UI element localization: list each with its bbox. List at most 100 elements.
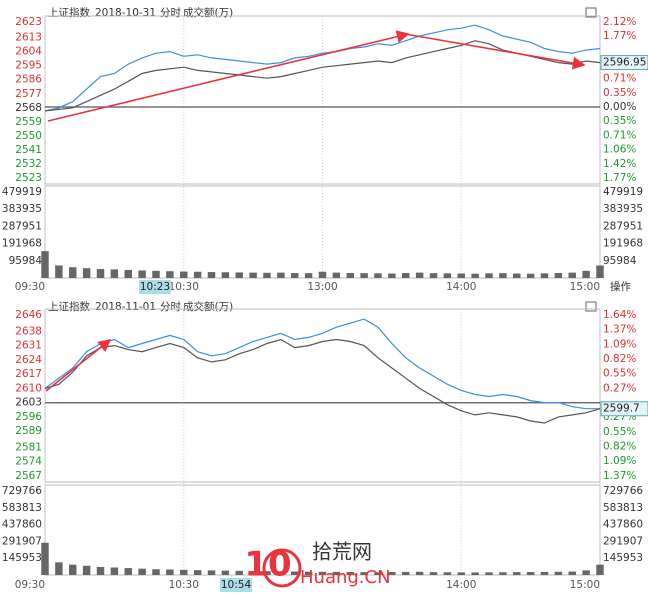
y2-tick-label: 0.35% xyxy=(603,87,636,99)
volume-bar xyxy=(457,273,465,278)
y2-tick-label: 1.09% xyxy=(603,455,636,467)
volume-bar xyxy=(526,273,535,278)
volume-bar xyxy=(318,571,327,575)
action-button[interactable]: 操作 xyxy=(610,280,631,293)
y2-tick-label: 1.37% xyxy=(603,470,636,482)
volume-bar xyxy=(221,272,230,278)
volume-bar xyxy=(180,569,188,575)
volume-bar xyxy=(221,570,230,575)
volume-bar xyxy=(485,273,493,278)
volume-bar xyxy=(332,571,341,575)
y-tick-label: 2638 xyxy=(15,325,42,337)
volume-label: 成交额(万) xyxy=(183,6,233,19)
volume-bar xyxy=(429,273,438,278)
volume-bar xyxy=(41,251,49,278)
y2-tick-label: 0.71% xyxy=(603,129,636,141)
volume-tick-label-right: 95984 xyxy=(603,255,637,267)
volume-bar xyxy=(124,568,132,575)
volume-bar xyxy=(471,572,479,575)
volume-tick-label: 95984 xyxy=(9,255,43,267)
watermark-ring xyxy=(262,548,302,588)
volume-bar xyxy=(180,271,188,278)
y2-tick-label: 1.77% xyxy=(603,172,636,184)
volume-bar xyxy=(110,567,119,575)
volume-bar xyxy=(499,273,507,278)
annotation-arrow xyxy=(47,30,410,122)
volume-bar xyxy=(332,272,341,278)
volume-bar xyxy=(568,272,576,278)
y2-tick-label: 0.55% xyxy=(603,426,636,438)
y-tick-label: 2574 xyxy=(15,456,42,468)
volume-tick-label-right: 583813 xyxy=(603,502,643,514)
volume-tick-label: 729766 xyxy=(2,485,42,497)
volume-bar xyxy=(249,570,257,575)
volume-tick-label: 383935 xyxy=(2,203,42,215)
volume-bar xyxy=(82,565,91,575)
x-tick-label: 14:00 xyxy=(446,579,476,591)
watermark-name: 拾荒网 xyxy=(312,540,372,564)
toggle-icon[interactable] xyxy=(585,7,597,18)
y2-tick-label: 0.82% xyxy=(603,441,636,453)
volume-bar xyxy=(166,271,174,278)
volume-bar xyxy=(82,268,91,278)
y-tick-label: 2568 xyxy=(15,102,42,114)
volume-bar xyxy=(429,572,438,575)
volume-bar xyxy=(499,572,507,575)
volume-bar xyxy=(554,272,563,278)
volume-bar xyxy=(485,572,493,575)
y2-tick-label: 1.06% xyxy=(603,144,636,156)
annotation-arrow xyxy=(45,339,112,392)
volume-bar xyxy=(388,572,396,575)
mode: 分时 xyxy=(160,301,181,313)
y-tick-label: 2577 xyxy=(15,88,42,100)
watermark-site: Huang.CN xyxy=(300,567,391,588)
x-tick-label: 13:00 xyxy=(307,281,337,293)
volume-bar xyxy=(596,265,604,278)
x-tick-label: 10:30 xyxy=(169,579,199,591)
volume-bar xyxy=(69,564,77,575)
volume-bar xyxy=(193,570,202,575)
volume-bar xyxy=(568,571,576,575)
volume-bar xyxy=(596,564,604,575)
y-tick-label: 2567 xyxy=(15,470,42,482)
volume-bar xyxy=(402,571,410,575)
volume-bar xyxy=(291,571,299,575)
cursor-time-box xyxy=(220,578,252,592)
toggle-icon[interactable] xyxy=(585,301,597,312)
volume-bar xyxy=(152,270,160,278)
volume-bar xyxy=(402,272,410,278)
volume-bar xyxy=(360,273,368,278)
date: 2018-11-01 xyxy=(95,301,156,313)
y-tick-label: 2550 xyxy=(15,130,42,142)
price-line xyxy=(44,338,601,424)
volume-bar xyxy=(415,272,424,278)
y-tick-label: 2589 xyxy=(15,425,42,437)
y2-tick-label: 1.77% xyxy=(603,30,636,42)
volume-bar xyxy=(415,571,424,575)
y-tick-label: 2613 xyxy=(15,32,42,44)
y-tick-label: 2559 xyxy=(15,116,42,128)
last-price-box xyxy=(600,55,648,71)
volume-bar xyxy=(96,269,105,278)
volume-bar xyxy=(388,273,396,278)
volume-bar xyxy=(291,272,299,278)
volume-bar xyxy=(582,570,590,575)
volume-tick-label-right: 437860 xyxy=(603,519,643,531)
y-tick-label: 2604 xyxy=(15,46,42,58)
y2-tick-label: 0.55% xyxy=(603,367,636,379)
volume-bar xyxy=(193,271,202,278)
x-tick-label: 10:30 xyxy=(169,281,199,293)
x-tick-label: 14:00 xyxy=(446,281,476,293)
volume-tick-label: 583813 xyxy=(2,502,42,514)
date: 2018-10-31 xyxy=(95,7,156,19)
y2-tick-label: 0.35% xyxy=(603,115,636,127)
volume-bar xyxy=(304,273,313,278)
x-tick-label: 15:00 xyxy=(570,281,600,293)
volume-bar xyxy=(582,270,590,278)
y-tick-label: 2617 xyxy=(15,368,42,380)
volume-tick-label-right: 729766 xyxy=(603,485,643,497)
volume-bar xyxy=(540,571,549,575)
volume-bar xyxy=(374,572,382,575)
volume-bar xyxy=(277,272,285,278)
